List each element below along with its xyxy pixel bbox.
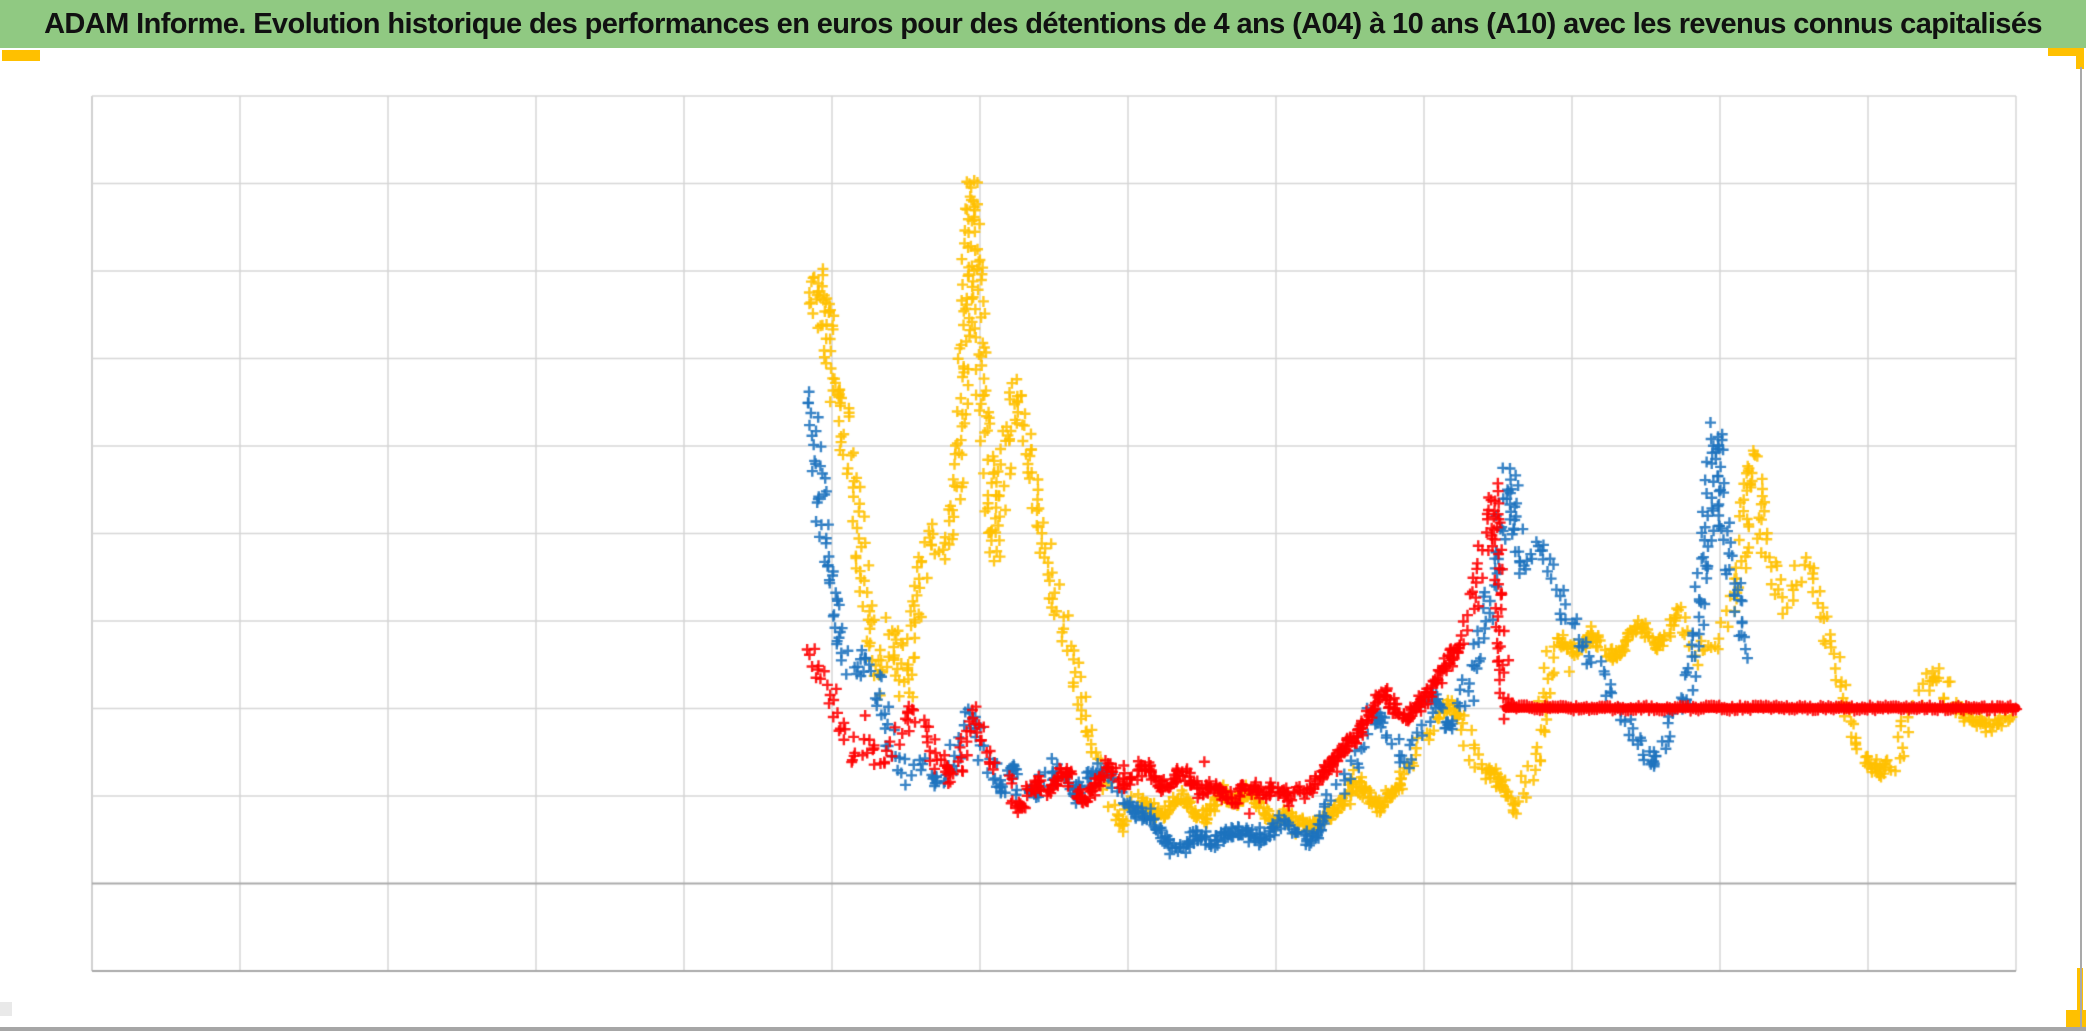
- gold-accent-top-right-horizontal: [2048, 48, 2084, 56]
- gray-accent-bottom-left: [0, 1002, 12, 1016]
- gold-accent-top-left: [2, 50, 40, 61]
- chart-frame-right-border: [2080, 67, 2082, 1027]
- gold-accent-top-right-vertical: [2076, 48, 2084, 69]
- slide-bottom-border-bar: [0, 1027, 2086, 1031]
